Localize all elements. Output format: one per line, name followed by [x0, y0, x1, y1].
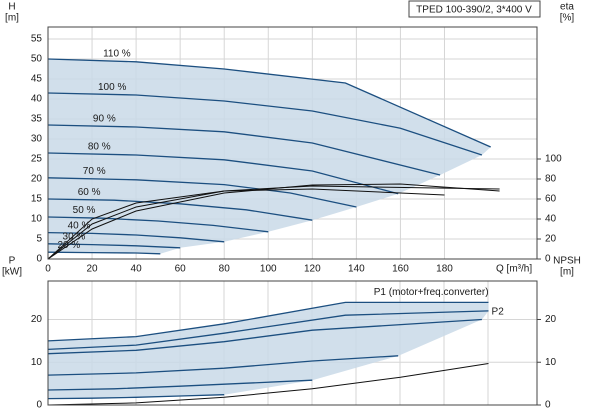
curve [47, 231, 225, 243]
x-tick-label: 20 [86, 264, 98, 275]
y-tick-label: 10 [31, 357, 43, 368]
curve [47, 152, 399, 195]
curve-label: 30 % [63, 232, 86, 243]
curve-label: 70 % [83, 166, 106, 177]
y-axis-label: H [8, 2, 15, 13]
x-tick-label: 80 [219, 264, 231, 275]
curve [47, 394, 225, 400]
curve-label: 20 % [57, 240, 80, 251]
curve [47, 188, 445, 260]
curve-label: 50 % [73, 205, 96, 216]
y2-axis-label: NPSH [553, 256, 581, 267]
y-tick-label: 50 [31, 54, 43, 65]
x-tick-label: 160 [392, 264, 409, 275]
curve-label: 80 % [88, 142, 111, 153]
plot-frame [47, 280, 538, 406]
curve-label: 40 % [68, 221, 91, 232]
curve [47, 301, 489, 342]
x-tick-label: 100 [260, 264, 277, 275]
curve [47, 177, 357, 208]
y-tick-label: 5 [36, 234, 42, 245]
curve-label: 60 % [78, 187, 101, 198]
y2-tick-label: 100 [545, 154, 562, 165]
y-tick-label: 25 [31, 154, 43, 165]
curve [47, 363, 489, 406]
y-tick-label: 55 [31, 34, 43, 45]
curve [47, 124, 441, 176]
y-axis-label: P [9, 256, 16, 267]
operating-area [48, 59, 491, 259]
y2-tick-label: 40 [545, 214, 557, 225]
y2-tick-label: 20 [545, 314, 557, 325]
y-tick-label: 40 [31, 94, 43, 105]
y-axis-unit: [kW] [2, 267, 22, 278]
y2-tick-label: 20 [545, 234, 557, 245]
x-tick-label: 60 [175, 264, 187, 275]
curve [47, 310, 489, 351]
y-tick-label: 20 [31, 174, 43, 185]
y-tick-label: 0 [36, 254, 42, 265]
y-tick-label: 45 [31, 74, 43, 85]
curve [47, 92, 483, 156]
x-tick-label: 180 [436, 264, 453, 275]
y-axis-unit: [m] [5, 13, 19, 24]
y-tick-label: 35 [31, 114, 43, 125]
curve [47, 58, 491, 148]
y2-tick-label: 0 [545, 400, 551, 411]
curve [47, 355, 399, 376]
x-tick-label: 140 [348, 264, 365, 275]
y2-axis-unit: [%] [560, 13, 575, 24]
curve-label: 100 % [98, 82, 126, 93]
y2-tick-label: 10 [545, 357, 557, 368]
curve [47, 183, 500, 260]
x-tick-label: 40 [131, 264, 143, 275]
x-tick-label: 120 [304, 264, 321, 275]
curve-label: P2 [492, 307, 505, 318]
y2-tick-label: 80 [545, 174, 557, 185]
curve [47, 379, 313, 391]
y-tick-label: 10 [31, 214, 43, 225]
y2-axis-label: eta [560, 2, 574, 13]
x-axis-label: Q [m³/h] [496, 264, 532, 275]
curve [47, 251, 161, 255]
y2-axis-unit: [m] [560, 267, 574, 278]
y-tick-label: 15 [31, 194, 43, 205]
y2-tick-label: 60 [545, 194, 557, 205]
curve-label: 110 % [103, 48, 131, 59]
y-tick-label: 20 [31, 314, 43, 325]
chart-title: TPED 100-390/2, 3*400 V [416, 5, 532, 16]
y-tick-label: 30 [31, 134, 43, 145]
y-tick-label: 0 [36, 400, 42, 411]
curve [47, 185, 500, 260]
curve [47, 318, 482, 355]
operating-area [48, 302, 489, 405]
curve [47, 198, 313, 221]
title-box [408, 0, 541, 18]
curve [47, 216, 269, 233]
curve-label: P1 (motor+freq.converter) [374, 287, 489, 298]
plot-frame [47, 26, 538, 260]
curve-label: 90 % [93, 114, 116, 125]
x-tick-label: 0 [45, 264, 51, 275]
y2-tick-label: 0 [545, 254, 551, 265]
